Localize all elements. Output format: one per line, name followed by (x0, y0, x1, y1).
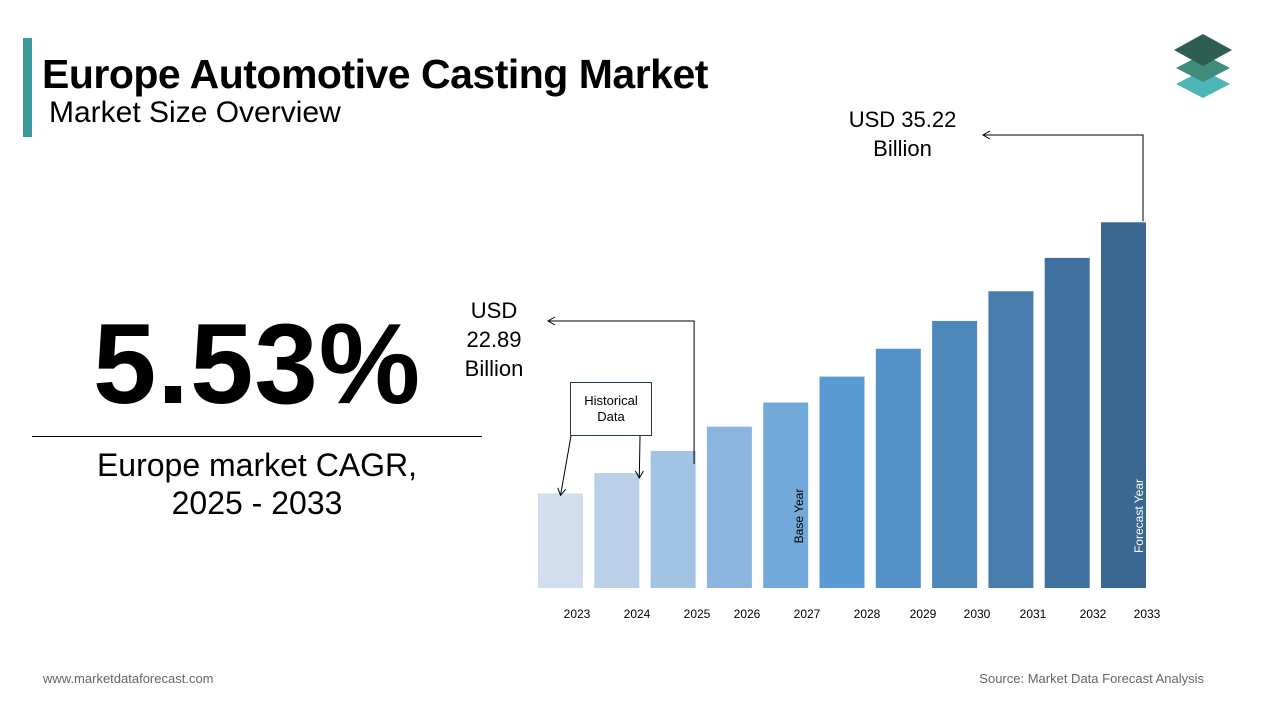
x-tick-2024: 2024 (624, 607, 651, 621)
bar-2028 (819, 376, 865, 588)
x-tick-2033: 2033 (1134, 607, 1161, 621)
x-tick-2031: 2031 (1020, 607, 1047, 621)
bar-2033 (1101, 222, 1146, 588)
value-callout-2033: USD 35.22 Billion (835, 105, 970, 163)
x-tick-2029: 2029 (910, 607, 937, 621)
cagr-divider (32, 436, 482, 437)
historical-data-box: Historical Data (570, 382, 652, 436)
value-callout-2025-line-2: 22.89 (466, 327, 522, 352)
footer-source: Source: Market Data Forecast Analysis (979, 671, 1204, 686)
x-tick-2028: 2028 (854, 607, 881, 621)
bar-2030 (932, 320, 978, 588)
page-subtitle: Market Size Overview (49, 96, 341, 129)
page-title: Europe Automotive Casting Market (42, 51, 708, 97)
cagr-label: Europe market CAGR, 2025 - 2033 (32, 446, 482, 522)
cagr-label-line-2: 2025 - 2033 (171, 485, 343, 521)
value-arrow-2025 (546, 316, 695, 464)
callout-arrows (546, 130, 1144, 497)
bar-2025 (650, 450, 696, 588)
bar-2029 (875, 348, 921, 588)
bar-2032 (1044, 257, 1090, 588)
value-callout-2033-line-1: USD 35.22 (848, 107, 957, 132)
bar-2027 (763, 402, 809, 588)
company-logo-icon (1174, 34, 1232, 98)
logo-layer-top (1174, 34, 1232, 66)
x-tick-2023: 2023 (564, 607, 591, 621)
historical-data-label: Historical Data (584, 393, 638, 424)
forecast-year-label: Forecast Year (1132, 479, 1146, 553)
x-tick-2026: 2026 (734, 607, 761, 621)
logo-layer-middle (1176, 54, 1230, 82)
x-tick-2025: 2025 (684, 607, 711, 621)
bar-2026 (706, 426, 752, 588)
bar-2023 (538, 493, 583, 588)
cagr-label-line-1: Europe market CAGR, (96, 447, 418, 483)
value-callout-2033-line-2: Billion (873, 136, 932, 161)
value-callout-2025-line-1: USD (470, 298, 518, 323)
bar-2031 (988, 291, 1034, 588)
base-year-label: Base Year (792, 489, 806, 544)
x-tick-2032: 2032 (1080, 607, 1107, 621)
bar-2024 (594, 473, 640, 588)
x-tick-2030: 2030 (964, 607, 991, 621)
value-callout-2025-line-3: Billion (464, 356, 524, 381)
footer-website[interactable]: www.marketdataforecast.com (43, 671, 214, 686)
historical-arrow-2023 (557, 435, 572, 497)
cagr-value: 5.53% (92, 301, 422, 428)
bars-group (538, 222, 1146, 588)
x-tick-2027: 2027 (794, 607, 821, 621)
logo-layer-bottom (1176, 70, 1230, 98)
rotated-bar-labels: Base Year Forecast Year (792, 479, 1146, 553)
value-arrow-2033 (981, 130, 1144, 222)
historical-arrow-2024 (634, 435, 644, 480)
title-accent-bar (23, 38, 32, 137)
value-callout-2025: USD 22.89 Billion (446, 296, 542, 383)
x-axis-ticks: 2023 2024 2025 2026 2027 2028 2029 2030 2031 2032… (564, 607, 1161, 621)
